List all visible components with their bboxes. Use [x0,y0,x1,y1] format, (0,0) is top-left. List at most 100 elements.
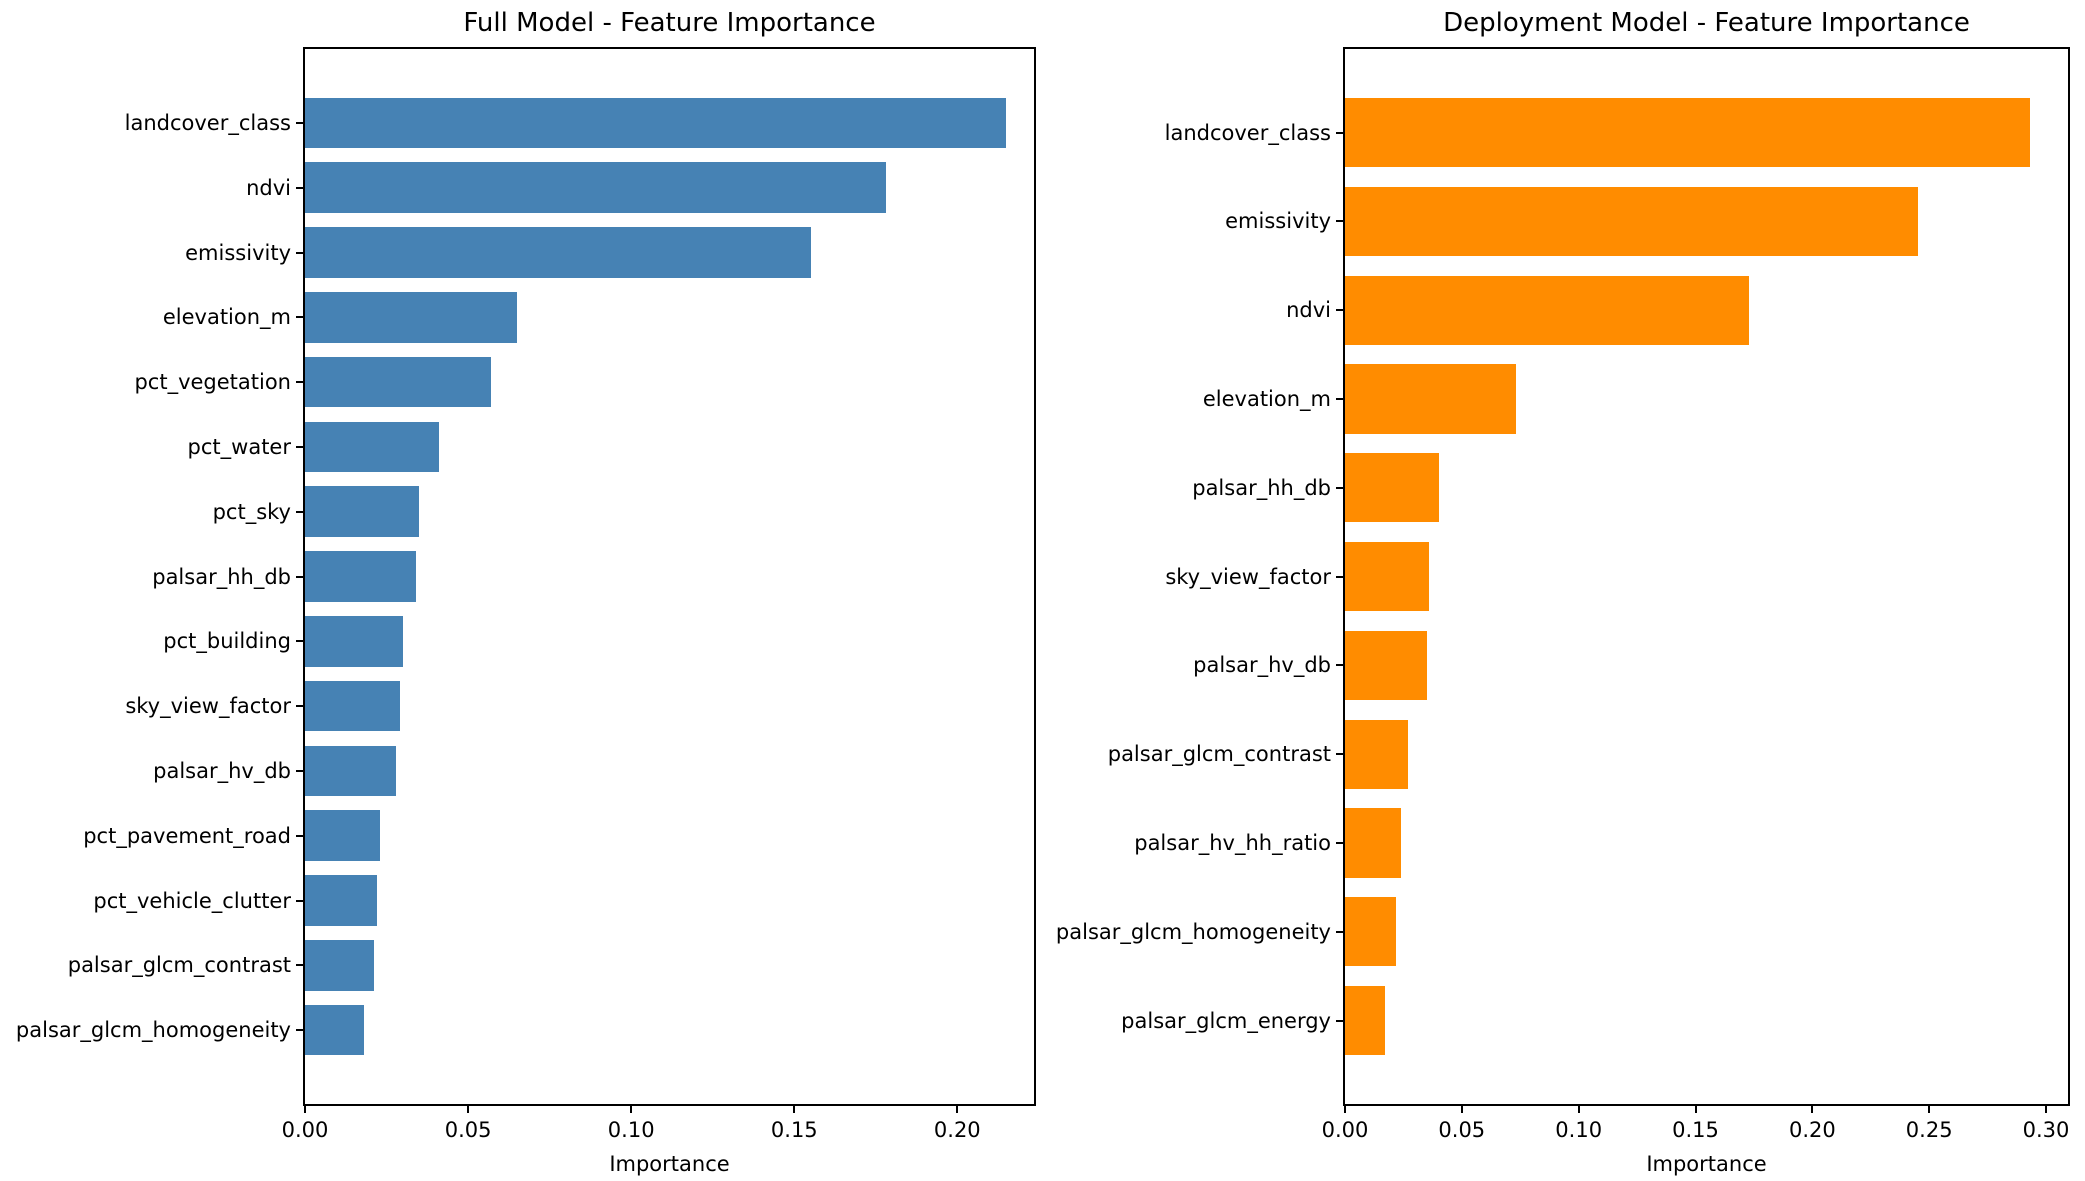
y-tick [1336,131,1343,134]
bar-landcover_class [1345,97,2030,168]
y-tick [1336,309,1343,312]
bar-sky_view_factor [305,680,400,732]
y-tick-label: pct_pavement_road [83,823,291,848]
chart-title: Deployment Model - Feature Importance [1443,8,1970,38]
x-tick [467,1106,470,1113]
y-tick-label: emissivity [185,240,291,265]
y-tick [1336,753,1343,756]
bar-palsar_glcm_contrast [305,940,374,991]
x-axis-label: Importance [1646,1152,1767,1176]
x-tick-label: 0.15 [770,1118,818,1142]
y-tick-label: palsar_hv_hh_ratio [1134,830,1331,855]
bar-palsar_hv_db [1345,630,1427,700]
y-tick [296,705,303,708]
y-tick [1336,486,1343,489]
y-tick [296,251,303,254]
x-tick-label: 0.10 [1555,1118,1603,1142]
bar-pct_vegetation [305,356,491,408]
y-tick [296,186,303,189]
chart-title: Full Model - Feature Importance [463,8,876,38]
y-tick-label: palsar_glcm_energy [1121,1008,1331,1033]
y-tick [296,381,303,384]
y-tick [1336,841,1343,844]
y-tick-label: palsar_hv_db [1193,653,1331,678]
bar-palsar_hh_db [1345,453,1439,523]
y-tick [296,575,303,578]
y-tick-label: pct_vegetation [134,370,291,395]
x-axis-label: Importance [609,1152,730,1176]
y-tick-label: pct_vehicle_clutter [93,888,291,913]
y-tick [1336,575,1343,578]
x-tick [1344,1106,1346,1113]
y-tick-label: landcover_class [1164,120,1331,145]
x-tick-label: 0.20 [933,1118,981,1142]
x-tick [1811,1106,1814,1113]
y-tick-label: landcover_class [124,110,291,135]
deployment-model-chart: Deployment Model - Feature Importance la… [1056,8,2070,1176]
y-tick-label: ndvi [246,175,291,200]
bar-pct_building [305,616,403,667]
y-tick-label: pct_water [187,434,291,459]
bar-elevation_m [305,292,517,343]
x-tick-label: 0.25 [1905,1118,1953,1142]
bar-pct_sky [305,486,420,537]
x-tick-label: 0.10 [607,1118,655,1142]
bar-palsar_glcm_contrast [1345,719,1409,789]
bar-emissivity [1345,186,1918,256]
x-tick [2045,1106,2047,1113]
x-tick-label: 0.00 [281,1118,329,1142]
y-tick [296,121,303,124]
bar-palsar_hv_hh_ratio [1345,808,1402,878]
y-tick-label: ndvi [1286,298,1331,323]
bar-palsar_glcm_energy [1345,985,1385,1056]
y-tick-label: palsar_hv_db [153,758,291,783]
y-tick [1336,664,1343,667]
bar-emissivity [305,227,811,278]
x-tick [304,1106,306,1113]
full-model-chart: Full Model - Feature Importance landcove… [16,8,1036,1176]
x-tick-label: 0.05 [1438,1118,1486,1142]
x-tick [793,1106,796,1113]
y-tick-label: elevation_m [162,305,291,330]
y-tick [296,834,303,837]
bar-palsar_hv_db [305,745,397,797]
y-tick [296,640,303,643]
y-tick [296,316,303,319]
y-tick [296,769,303,772]
bar-landcover_class [305,97,1007,149]
y-tick-label: palsar_glcm_contrast [1107,742,1331,767]
x-tick [1694,1106,1697,1113]
bar-pct_vehicle_clutter [305,875,377,926]
y-tick-label: pct_building [163,629,291,654]
bar-ndvi [1345,275,1750,345]
x-tick [1460,1106,1463,1113]
bar-elevation_m [1345,364,1516,434]
x-tick [1577,1106,1580,1113]
bar-pct_water [305,421,439,473]
x-tick-label: 0.15 [1672,1118,1719,1142]
bar-sky_view_factor [1345,541,1430,612]
y-tick-label: sky_view_factor [1165,564,1331,589]
y-tick [296,899,303,902]
x-tick-label: 0.00 [1321,1118,1369,1142]
x-tick-label: 0.20 [1789,1118,1836,1142]
y-tick [296,964,303,967]
y-tick-label: palsar_hh_db [1192,475,1331,500]
x-tick-label: 0.30 [2022,1118,2070,1142]
x-tick-label: 0.05 [444,1118,492,1142]
bar-ndvi [305,162,886,213]
bar-palsar_hh_db [305,551,416,602]
bar-pct_pavement_road [305,810,380,861]
x-tick [956,1106,959,1113]
y-tick [1336,220,1343,223]
y-tick [296,510,303,513]
y-tick-label: palsar_glcm_homogeneity [1055,919,1331,944]
y-tick [1336,1019,1343,1022]
y-tick [1336,397,1343,400]
y-tick-label: sky_view_factor [125,694,291,719]
y-tick-label: palsar_glcm_contrast [67,953,291,978]
bar-palsar_glcm_homogeneity [305,1004,364,1056]
y-tick [296,445,303,448]
